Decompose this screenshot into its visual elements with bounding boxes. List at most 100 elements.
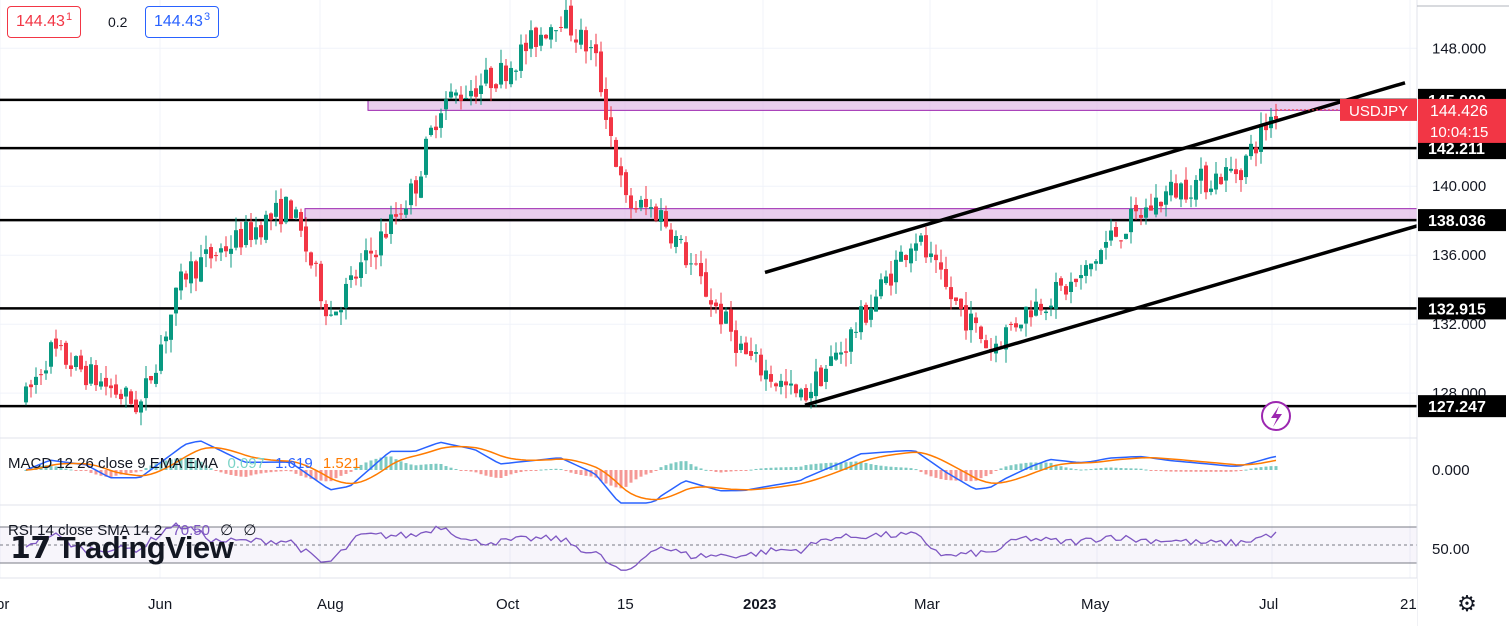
candle-body	[1059, 278, 1063, 286]
candle	[424, 136, 428, 178]
candle-body	[89, 364, 93, 384]
macd-histogram-bar	[234, 470, 238, 476]
candle-body	[1229, 168, 1233, 171]
macd-legend[interactable]: MACD 12 26 close 9 EMA EMA 0.097 1.619 1…	[8, 455, 360, 472]
candle	[664, 205, 668, 229]
candle-body	[1164, 191, 1168, 205]
candle-body	[574, 39, 578, 43]
macd-histogram-bar	[274, 470, 278, 472]
macd-histogram-bar	[619, 470, 623, 489]
macd-histogram-bar	[354, 468, 358, 470]
macd-histogram-bar	[544, 469, 548, 471]
candle-body	[34, 376, 38, 385]
level-price-label-bg	[1418, 395, 1506, 418]
candle	[444, 91, 448, 121]
candle	[1164, 185, 1168, 217]
candle-body	[594, 44, 598, 54]
rsi-legend[interactable]: RSI 14 close SMA 14 2 70.50 ∅ ∅	[8, 521, 256, 539]
candle	[889, 261, 893, 296]
macd-histogram-bar	[389, 456, 393, 470]
macd-histogram-bar	[174, 458, 178, 470]
macd-histogram-bar	[539, 469, 543, 471]
macd-histogram-bar	[1229, 470, 1233, 472]
candle-body	[634, 207, 638, 210]
candle-body	[1004, 327, 1008, 350]
symbol-tag-bg	[1340, 98, 1417, 121]
candle	[109, 378, 113, 398]
candle	[334, 311, 338, 316]
time-axis-tick: 15	[617, 596, 634, 613]
candle	[1149, 193, 1153, 211]
macd-histogram-bar	[164, 460, 168, 470]
candle-body	[109, 385, 113, 389]
macd-histogram-bar	[1209, 470, 1213, 472]
candle-body	[379, 231, 383, 256]
macd-histogram-bar	[1144, 469, 1148, 471]
macd-histogram-bar	[779, 467, 783, 470]
candle	[539, 27, 543, 52]
candle	[574, 29, 578, 53]
candle-body	[584, 30, 588, 52]
candle-body	[404, 208, 408, 215]
candle-body	[1054, 281, 1058, 309]
candle	[639, 195, 643, 212]
macd-histogram-bar	[439, 464, 443, 470]
macd-histogram-bar	[1109, 467, 1113, 470]
candle-body	[154, 372, 158, 384]
candle-body	[1079, 275, 1083, 279]
candle	[1064, 284, 1068, 301]
candle	[794, 383, 798, 398]
macd-histogram-bar	[24, 470, 28, 471]
candle-body	[329, 314, 333, 316]
candle	[674, 230, 678, 254]
candle	[59, 339, 63, 351]
macd-histogram-bar	[144, 468, 148, 470]
candle	[469, 79, 473, 106]
macd-histogram-bar	[774, 467, 778, 470]
macd-histogram-bar	[309, 470, 313, 479]
candle	[894, 250, 898, 294]
candle-body	[1199, 168, 1203, 181]
candle-body	[199, 257, 203, 282]
candle	[189, 251, 193, 294]
macd-histogram-bar	[109, 470, 113, 478]
candle	[54, 329, 58, 357]
macd-histogram-bar	[379, 457, 383, 470]
macd-histogram-bar	[1074, 469, 1078, 471]
candle	[324, 300, 328, 326]
candle	[764, 359, 768, 391]
candle	[1134, 197, 1138, 220]
candle	[584, 26, 588, 64]
chart-settings-icon[interactable]: ⚙	[1457, 591, 1477, 616]
candle	[309, 251, 313, 269]
candle	[1209, 180, 1213, 196]
candle-body	[1074, 278, 1078, 283]
macd-histogram-bar	[854, 461, 858, 470]
candle	[1184, 167, 1188, 203]
candle	[929, 241, 933, 263]
candle-body	[664, 211, 668, 227]
symbol-tag-text: USDJPY	[1349, 103, 1408, 120]
candle	[49, 340, 53, 374]
candle	[834, 342, 838, 361]
ask-price-badge[interactable]: 144.433	[145, 6, 220, 38]
candle-body	[569, 5, 573, 36]
candle-body	[909, 248, 913, 264]
macd-histogram-bar	[1124, 468, 1128, 470]
candle	[434, 115, 438, 139]
candle-body	[104, 377, 108, 387]
candle-body	[929, 253, 933, 257]
macd-pane	[24, 440, 1278, 504]
time-axis-bg	[0, 578, 1417, 626]
bid-price-badge[interactable]: 144.431	[7, 6, 82, 38]
candle	[314, 260, 318, 277]
candle-body	[284, 196, 288, 223]
candle	[1099, 248, 1103, 265]
macd-axis-tick: 0.000	[1432, 462, 1470, 479]
candle-body	[1239, 170, 1243, 181]
macd-histogram-bar	[1024, 462, 1028, 470]
macd-histogram-bar	[799, 466, 803, 470]
macd-histogram-bar	[964, 470, 968, 482]
candle-body	[129, 391, 133, 404]
